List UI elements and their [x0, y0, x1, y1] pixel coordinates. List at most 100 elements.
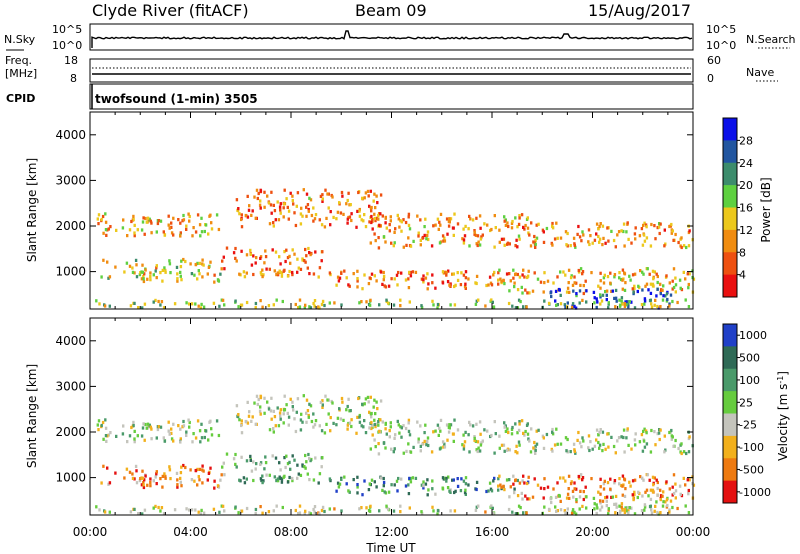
power-cell [506, 221, 509, 225]
velocity-cell [551, 427, 554, 432]
power-cell [566, 231, 569, 236]
power-cell [529, 244, 533, 248]
velocity-cell [593, 502, 596, 506]
velocity-cell [260, 478, 263, 483]
velocity-cell [168, 468, 172, 472]
power-cell [638, 234, 642, 238]
velocity-cell [235, 404, 239, 408]
power-cell [133, 231, 136, 235]
velocity-cell [374, 412, 377, 416]
power-cell [479, 237, 483, 241]
power-cell [282, 206, 285, 210]
velocity-cell [623, 510, 627, 514]
velocity-cell [578, 507, 581, 511]
power-cell [367, 194, 370, 198]
power-cell [571, 302, 575, 306]
power-cell [670, 222, 673, 227]
power-cell [516, 225, 519, 229]
power-cell [633, 272, 637, 276]
power-cell [473, 232, 476, 236]
velocity-cell [285, 403, 288, 407]
velocity-cell [360, 506, 363, 510]
power-cell [179, 270, 182, 274]
power-cell [550, 241, 553, 245]
power-cell [245, 253, 249, 257]
velocity-cell [604, 496, 607, 500]
velocity-cell [133, 440, 136, 444]
power-cell [417, 231, 420, 235]
power-cell [356, 277, 359, 281]
velocity-cell [388, 435, 391, 439]
power-cell [621, 278, 624, 282]
velocity-cell [643, 427, 646, 431]
velocity-cell [670, 437, 673, 441]
power-cell [238, 272, 241, 276]
velocity-cell [356, 491, 359, 495]
power-cell [260, 272, 263, 277]
power-cell [409, 270, 412, 275]
velocity-cell [282, 412, 285, 416]
power-cell [597, 234, 600, 239]
velocity-cell [272, 427, 275, 431]
power-cell [508, 242, 511, 246]
velocity-cell [679, 492, 682, 496]
power-cell [577, 268, 580, 273]
power-cell [170, 225, 173, 229]
power-cell [288, 254, 291, 258]
velocity-cell [516, 431, 519, 435]
velocity-cell [245, 506, 249, 511]
power-cell [163, 233, 166, 237]
velocity-cell [363, 402, 366, 406]
velocity-cell [464, 492, 467, 496]
velocity-cell [347, 489, 350, 493]
velocity-cell [408, 433, 412, 437]
velocity-cell [357, 396, 360, 401]
velocity-colorbar-tick-label: -100 [739, 441, 764, 454]
velocity-cell [685, 451, 688, 456]
velocity-cell [512, 474, 515, 478]
power-cell [237, 207, 240, 211]
power-cell [657, 306, 660, 310]
power-cell [664, 294, 667, 298]
velocity-cell [194, 508, 197, 512]
power-cell [374, 206, 377, 210]
velocity-cell [106, 434, 109, 438]
velocity-cell [266, 400, 269, 404]
velocity-cell [397, 476, 400, 481]
velocity-cell [600, 505, 604, 509]
power-cell [641, 270, 644, 274]
power-cell [503, 219, 506, 223]
power-cell [172, 233, 175, 237]
velocity-cell [424, 423, 427, 427]
velocity-cell [150, 427, 153, 431]
velocity-cell [605, 499, 608, 503]
velocity-cell [346, 427, 349, 431]
velocity-cell [653, 476, 656, 480]
velocity-cell [213, 486, 216, 490]
velocity-cell [343, 475, 346, 479]
power-cell [135, 263, 138, 267]
velocity-cell [400, 426, 403, 430]
power-cell [234, 299, 237, 303]
power-cell [650, 302, 653, 306]
velocity-cell [641, 494, 644, 498]
velocity-cell [565, 496, 569, 500]
power-cell [373, 212, 376, 216]
velocity-cell [137, 512, 140, 516]
velocity-cell [313, 423, 317, 427]
power-cell [425, 237, 428, 241]
velocity-cell [421, 442, 424, 446]
power-cell [284, 259, 287, 264]
velocity-cell [621, 484, 624, 488]
power-cell [528, 291, 531, 295]
velocity-cell [210, 433, 214, 437]
power-cell [411, 270, 415, 274]
velocity-cell [261, 474, 264, 478]
velocity-cell [640, 433, 644, 437]
power-cell [382, 274, 386, 279]
velocity-cell [516, 494, 520, 498]
velocity-cell [615, 505, 618, 509]
velocity-cell [657, 512, 660, 516]
power-cell [672, 238, 675, 242]
power-cell [392, 244, 395, 248]
